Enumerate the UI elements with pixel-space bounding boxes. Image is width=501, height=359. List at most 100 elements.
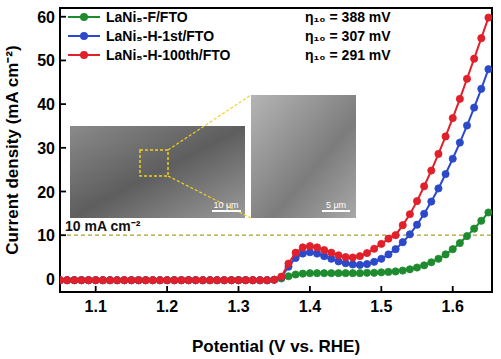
y-tick (60, 103, 66, 105)
series-marker (313, 244, 320, 251)
series-marker (64, 277, 71, 284)
reference-line (60, 235, 492, 236)
y-tick-label: 20 (37, 184, 55, 201)
series-marker (435, 150, 442, 157)
series-marker (428, 259, 435, 266)
series-marker (428, 198, 435, 205)
series-marker (135, 277, 142, 284)
series-marker (421, 183, 428, 190)
series-marker (221, 277, 228, 284)
series-marker (171, 277, 178, 284)
series-marker (171, 277, 178, 284)
plot-frame (60, 8, 492, 292)
series-marker (363, 269, 370, 276)
series-marker (178, 277, 185, 284)
series-marker (271, 276, 278, 283)
series-marker (485, 14, 492, 21)
series-marker (342, 253, 349, 260)
legend-label: LaNi₅-F/FTO (106, 9, 188, 25)
series-marker (99, 277, 106, 284)
series-line (60, 69, 488, 280)
series-marker (85, 277, 92, 284)
annotation: η₁₀ = 307 mV (305, 28, 391, 44)
series-marker (228, 277, 235, 284)
series-marker (471, 55, 478, 62)
series-marker (71, 277, 78, 284)
series-marker (356, 253, 363, 260)
series-marker (385, 251, 392, 258)
series-marker (406, 211, 413, 218)
series-marker (121, 277, 128, 284)
series-marker (363, 260, 370, 267)
series-marker (185, 277, 192, 284)
series-line (60, 18, 488, 281)
series-marker (421, 210, 428, 217)
series-marker (242, 277, 249, 284)
series-marker (78, 277, 85, 284)
series-marker (199, 277, 206, 284)
series-marker (164, 277, 171, 284)
series-marker (71, 277, 78, 284)
series-marker (413, 264, 420, 271)
series-marker (456, 239, 463, 246)
series-marker (349, 254, 356, 261)
y-tick (60, 60, 66, 62)
series-marker (385, 268, 392, 275)
series-marker (263, 277, 270, 284)
series-marker (428, 167, 435, 174)
x-tick (166, 286, 168, 292)
series-marker (463, 122, 470, 129)
series-marker (435, 255, 442, 262)
series-marker (413, 198, 420, 205)
series-marker (328, 249, 335, 256)
series-marker (178, 277, 185, 284)
y-tick (60, 16, 66, 18)
series-marker (371, 269, 378, 276)
series-marker (371, 245, 378, 252)
series-marker (235, 277, 242, 284)
series-marker (99, 277, 106, 284)
series-marker (306, 243, 313, 250)
series-marker (449, 246, 456, 253)
inset-image (70, 126, 245, 218)
series-marker (292, 249, 299, 256)
series-marker (328, 270, 335, 277)
series-marker (149, 277, 156, 284)
series-marker (142, 277, 149, 284)
y-tick-label: 30 (37, 140, 55, 157)
zoom-line (168, 95, 251, 150)
series-marker (206, 277, 213, 284)
series-marker (406, 231, 413, 238)
series-marker (456, 95, 463, 102)
series-marker (156, 277, 163, 284)
series-marker (60, 277, 64, 284)
series-marker (449, 115, 456, 122)
series-marker (392, 268, 399, 275)
series-marker (192, 277, 199, 284)
series-marker (142, 277, 149, 284)
zoom-box (140, 150, 168, 176)
series-marker (478, 85, 485, 92)
x-tick-label: 1.1 (85, 298, 107, 315)
legend-marker (80, 51, 88, 59)
series-marker (128, 277, 135, 284)
series-marker (171, 277, 178, 284)
series-marker (64, 277, 71, 284)
series-marker (349, 261, 356, 268)
series-marker (206, 277, 213, 284)
series-marker (263, 277, 270, 284)
series-marker (249, 277, 256, 284)
series-marker (485, 66, 492, 73)
series-marker (213, 277, 220, 284)
series-marker (399, 239, 406, 246)
series-marker (442, 251, 449, 258)
series-marker (406, 266, 413, 273)
series-marker (235, 277, 242, 284)
x-tick-label: 1.3 (227, 298, 249, 315)
series-marker (299, 270, 306, 277)
scale-bar (212, 210, 241, 212)
series-marker (313, 270, 320, 277)
series-marker (399, 267, 406, 274)
series-marker (142, 277, 149, 284)
series-marker (478, 217, 485, 224)
